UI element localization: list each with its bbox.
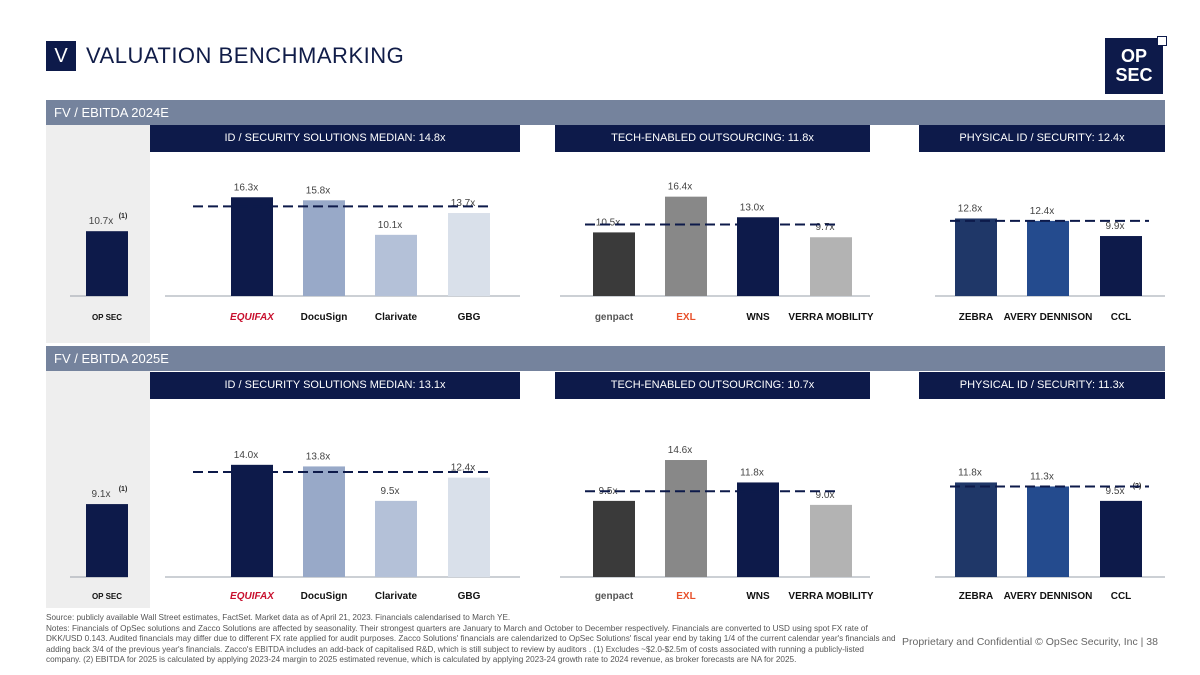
footnote-source: Source: publicly available Wall Street e… — [46, 613, 511, 622]
logo-wns-2024: WNS — [746, 312, 770, 323]
group-header-id-security-2025: ID / SECURITY SOLUTIONS MEDIAN: 13.1x — [150, 372, 520, 399]
bar-equifax-2025 — [231, 464, 273, 577]
value-label-docusign-2024: 15.8x — [306, 185, 330, 196]
opsec-logo: OP SEC — [1105, 36, 1167, 94]
value-label-gbg-2025: 12.4x — [451, 463, 475, 474]
logo-gbg-2024: GBG — [458, 312, 481, 323]
bar-avery-dennison-2025 — [1027, 486, 1069, 577]
group-header-id-security-2024: ID / SECURITY SOLUTIONS MEDIAN: 14.8x — [150, 125, 520, 152]
bar-docusign-2025 — [303, 466, 345, 577]
footnote: Source: publicly available Wall Street e… — [46, 613, 896, 666]
logo-line-2: SEC — [1115, 65, 1153, 85]
value-label-gbg-2024: 13.7x — [451, 198, 475, 209]
bar-gbg-2024 — [448, 213, 490, 296]
value-label-wns-2025: 11.8x — [740, 467, 764, 478]
value-label-zebra-2025: 11.8x — [958, 467, 982, 478]
bar-verra-mobility-2024 — [810, 237, 852, 296]
logo-clarivate-2025: Clarivate — [375, 591, 418, 602]
band-2024: FV / EBITDA 2024E — [46, 100, 1165, 125]
logo-opsec-2024: OP SEC — [92, 313, 122, 322]
bar-ccl-2025 — [1100, 500, 1142, 577]
value-label-avery-dennison-2024: 12.4x — [1030, 206, 1054, 217]
logo-verra-mobility-2024: VERRA MOBILITY — [788, 312, 874, 323]
group-header-tech-outsourcing-2025: TECH-ENABLED OUTSOURCING: 10.7x — [555, 372, 870, 399]
page-title: VALUATION BENCHMARKING — [86, 43, 405, 68]
confidential-label: Proprietary and Confidential © OpSec Sec… — [902, 636, 1158, 648]
logo-genpact-2025: genpact — [595, 591, 634, 602]
logo-equifax-2024: EQUIFAX — [230, 312, 275, 323]
logo-avery-dennison-2024: AVERY DENNISON — [1004, 312, 1093, 323]
bar-wns-2025 — [737, 482, 779, 577]
bar-opsec-2024 — [86, 231, 128, 296]
value-label-wns-2024: 13.0x — [740, 202, 764, 213]
bar-opsec-2025 — [86, 504, 128, 577]
bar-gbg-2025 — [448, 477, 490, 577]
value-label-clarivate-2024: 10.1x — [378, 220, 402, 231]
value-label-zebra-2024: 12.8x — [958, 203, 982, 214]
value-label-verra-mobility-2025: 9.0x — [816, 490, 835, 501]
logo-genpact-2024: genpact — [595, 312, 634, 323]
logo-ccl-2024: CCL — [1111, 312, 1132, 323]
value-label-exl-2025: 14.6x — [668, 445, 692, 456]
value-label-ccl-2024: 9.9x — [1106, 221, 1125, 232]
value-label-clarivate-2025: 9.5x — [381, 486, 400, 497]
logo-avery-dennison-2025: AVERY DENNISON — [1004, 591, 1093, 602]
bar-clarivate-2025 — [375, 500, 417, 577]
logo-equifax-2025: EQUIFAX — [230, 591, 275, 602]
value-label-equifax-2024: 16.3x — [234, 182, 258, 193]
value-label-opsec-2025: 9.1x — [92, 489, 111, 500]
group-header-physical-id-2025: PHYSICAL ID / SECURITY: 11.3x — [919, 372, 1165, 399]
bar-wns-2024 — [737, 217, 779, 296]
group-header-physical-id-2024: PHYSICAL ID / SECURITY: 12.4x — [919, 125, 1165, 152]
bar-genpact-2024 — [593, 232, 635, 296]
bar-equifax-2024 — [231, 197, 273, 296]
logo-corner-mark — [1157, 36, 1167, 46]
logo-opsec-2025: OP SEC — [92, 592, 122, 601]
value-note-opsec-2024: (1) — [119, 213, 128, 220]
section-badge: V — [46, 41, 76, 71]
bar-verra-mobility-2025 — [810, 504, 852, 577]
bar-zebra-2025 — [955, 482, 997, 577]
bar-ccl-2024 — [1100, 236, 1142, 296]
bar-clarivate-2024 — [375, 234, 417, 296]
logo-wns-2025: WNS — [746, 591, 770, 602]
bar-exl-2024 — [665, 196, 707, 296]
bar-docusign-2024 — [303, 200, 345, 296]
logo-clarivate-2024: Clarivate — [375, 312, 418, 323]
footnote-notes: Notes: Financials of OpSec solutions and… — [46, 623, 896, 665]
logo-exl-2024: EXL — [676, 312, 695, 323]
value-label-exl-2024: 16.4x — [668, 182, 692, 193]
value-label-avery-dennison-2025: 11.3x — [1030, 471, 1054, 482]
logo-ccl-2025: CCL — [1111, 591, 1132, 602]
bar-exl-2025 — [665, 460, 707, 577]
logo-docusign-2024: DocuSign — [301, 312, 348, 323]
value-note-opsec-2025: (1) — [119, 486, 128, 493]
bar-avery-dennison-2024 — [1027, 220, 1069, 296]
logo-verra-mobility-2025: VERRA MOBILITY — [788, 591, 874, 602]
logo-docusign-2025: DocuSign — [301, 591, 348, 602]
value-label-opsec-2024: 10.7x — [89, 216, 113, 227]
logo-exl-2025: EXL — [676, 591, 695, 602]
value-label-equifax-2025: 14.0x — [234, 450, 258, 461]
logo-zebra-2025: ZEBRA — [959, 591, 993, 602]
logo-gbg-2025: GBG — [458, 591, 481, 602]
value-label-docusign-2025: 13.8x — [306, 451, 330, 462]
value-label-genpact-2024: 10.5x — [596, 217, 620, 228]
group-header-tech-outsourcing-2024: TECH-ENABLED OUTSOURCING: 11.8x — [555, 125, 870, 152]
logo-zebra-2024: ZEBRA — [959, 312, 993, 323]
logo-line-1: OP — [1120, 46, 1147, 66]
band-2025: FV / EBITDA 2025E — [46, 346, 1165, 371]
value-label-ccl-2025: 9.5x — [1106, 486, 1125, 497]
value-label-verra-mobility-2024: 9.7x — [816, 222, 835, 233]
bar-genpact-2025 — [593, 500, 635, 577]
bar-zebra-2024 — [955, 218, 997, 296]
